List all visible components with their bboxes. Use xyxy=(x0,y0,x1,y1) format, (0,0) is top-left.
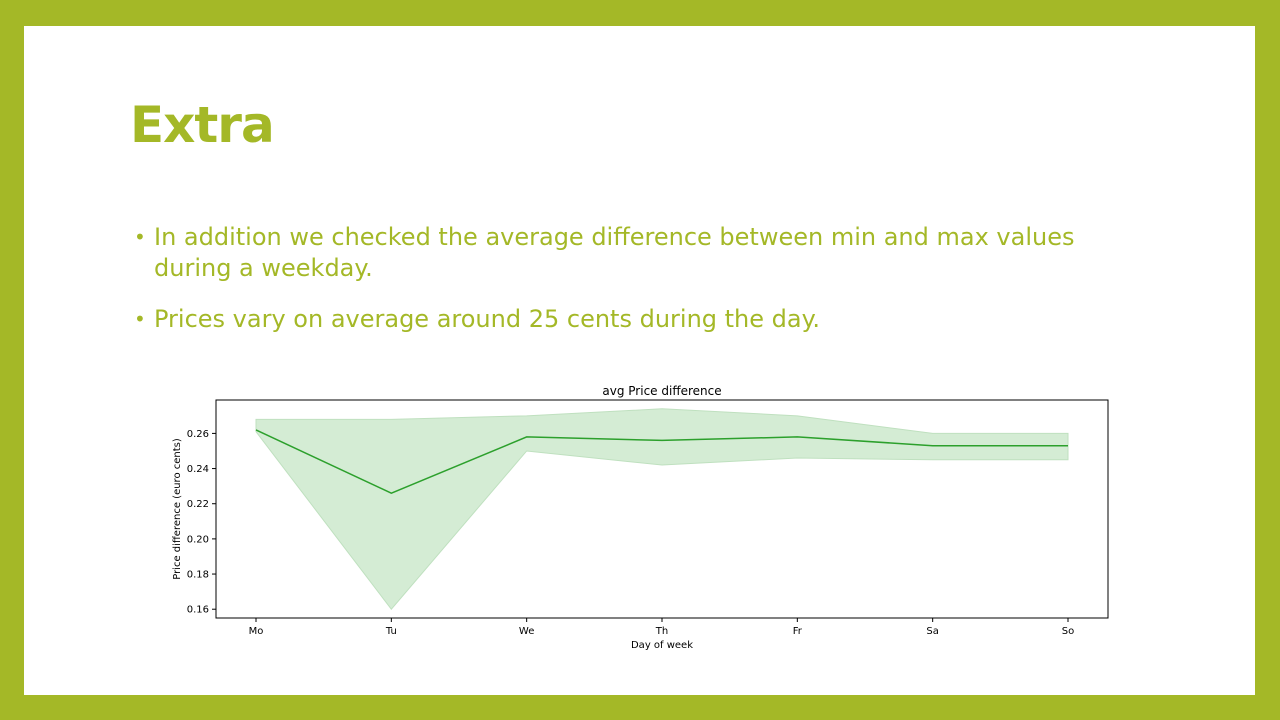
y-tick-label: 0.24 xyxy=(187,464,209,475)
series-line xyxy=(255,429,1068,494)
confidence-band xyxy=(255,408,1069,611)
bullet-text: In addition we checked the average diffe… xyxy=(154,223,1075,282)
x-tick-label: We xyxy=(519,626,534,637)
y-tick-label: 0.16 xyxy=(187,605,209,616)
x-axis-label: Day of week xyxy=(631,640,693,651)
chart: avg Price difference 0.16 0.18 0.20 0.22 0.2… xyxy=(164,378,1124,658)
chart-title: avg Price difference xyxy=(602,384,721,398)
y-tick-label: 0.18 xyxy=(187,570,209,581)
x-tick-label: Sa xyxy=(926,626,938,637)
chart-svg: avg Price difference 0.16 0.18 0.20 0.22 0.2… xyxy=(172,384,1109,651)
bullet-item: • In addition we checked the average dif… xyxy=(134,222,1094,284)
bullet-dot-icon: • xyxy=(134,225,146,249)
y-axis-label: Price difference (euro cents) xyxy=(172,438,183,580)
x-tick-label: Fr xyxy=(793,626,803,637)
bullet-dot-icon: • xyxy=(134,307,146,331)
bullet-text: Prices vary on average around 25 cents d… xyxy=(154,305,821,333)
y-tick-label: 0.22 xyxy=(187,499,209,510)
y-tick-label: 0.20 xyxy=(187,534,209,545)
x-tick-label: So xyxy=(1062,626,1074,637)
bullet-item: • Prices vary on average around 25 cents… xyxy=(134,304,1094,335)
slide-title: Extra xyxy=(130,96,275,154)
y-tick-label: 0.26 xyxy=(187,429,209,440)
bullet-list: • In addition we checked the average dif… xyxy=(134,222,1094,355)
x-tick-label: Tu xyxy=(385,626,397,637)
x-tick-label: Th xyxy=(655,626,668,637)
x-tick-label: Mo xyxy=(249,626,264,637)
slide: Extra • In addition we checked the avera… xyxy=(24,26,1255,695)
